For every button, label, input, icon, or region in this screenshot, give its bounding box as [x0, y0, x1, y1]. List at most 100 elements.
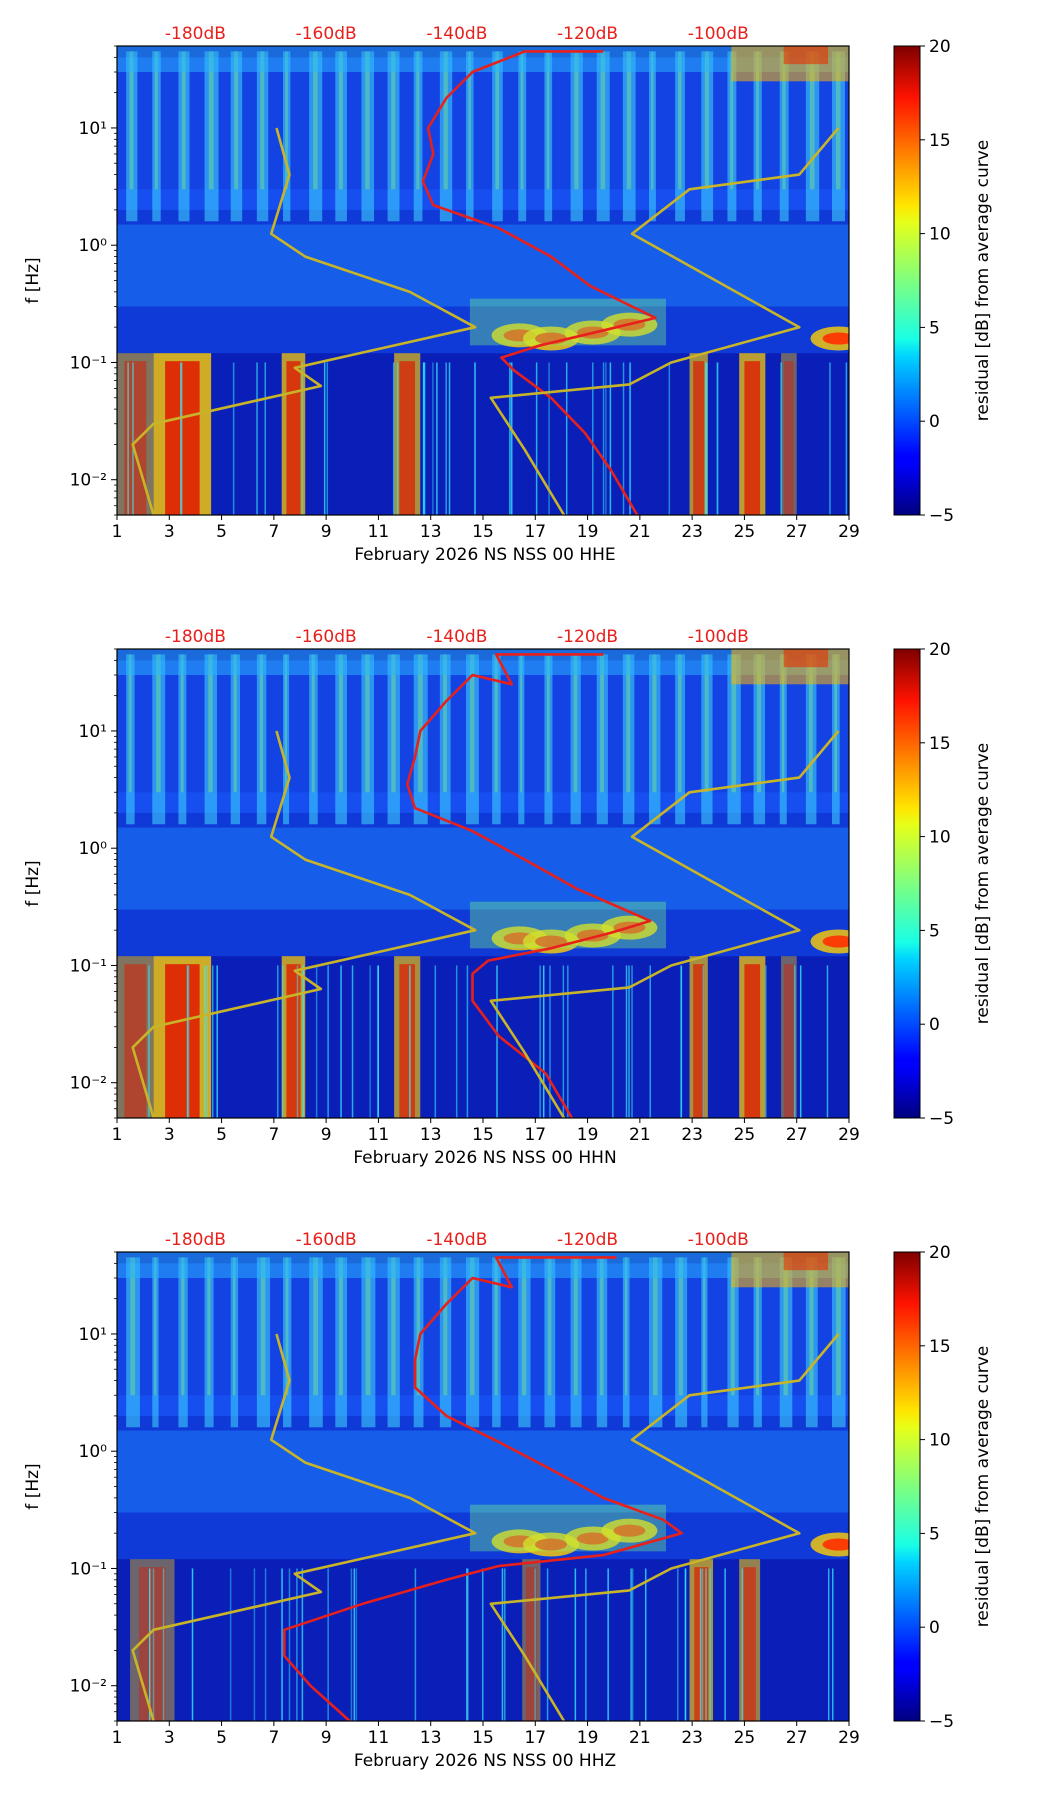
low-noise-model-curve — [489, 730, 840, 1118]
x-tick-label: 3 — [164, 1728, 175, 1748]
x-tick-label: 13 — [420, 1125, 442, 1145]
colorbar-tick-label: 0 — [929, 1618, 940, 1638]
x-axis-label: February 2026 NS NSS 00 HHZ — [354, 1751, 616, 1771]
y-tick-label: 10¹ — [79, 1325, 107, 1345]
y-tick-label: 10⁰ — [79, 236, 108, 256]
high-noise-model-curve — [131, 127, 477, 515]
x-tick-label: 29 — [838, 522, 860, 542]
x-tick-label: 23 — [681, 1125, 703, 1145]
top-db-label: -100dB — [688, 627, 749, 647]
x-tick-label: 15 — [472, 522, 494, 542]
heatmap — [117, 1252, 849, 1721]
x-axis-label: February 2026 NS NSS 00 HHE — [354, 545, 615, 565]
colorbar-gradient — [893, 1251, 921, 1722]
colorbar-tick-label: 20 — [929, 37, 951, 57]
average-curve — [421, 50, 657, 515]
colorbar-label: residual [dB] from average curve — [973, 140, 993, 421]
x-tick-label: 19 — [577, 1125, 599, 1145]
x-tick-label: 17 — [524, 1125, 546, 1145]
x-tick-label: 19 — [577, 1728, 599, 1748]
colorbar-tick-label: −5 — [929, 1712, 954, 1732]
y-tick-label: 10⁻¹ — [70, 353, 107, 373]
colorbar-tick-label: 10 — [929, 828, 951, 848]
x-tick-label: 7 — [268, 1125, 279, 1145]
colorbar-tick-label: 5 — [929, 318, 940, 338]
top-db-label: -180dB — [165, 24, 226, 44]
top-db-label: -160dB — [296, 627, 357, 647]
x-tick-label: 1 — [112, 1728, 123, 1748]
x-tick-label: 13 — [420, 522, 442, 542]
colorbar-tick-label: 5 — [929, 921, 940, 941]
colorbar-tick-label: 10 — [929, 1431, 951, 1451]
top-db-label: -160dB — [296, 1230, 357, 1250]
panel-hhe: 1 3 5 7 9 11 13 15 17 19 21 23 25 27 2910⁻²10⁻¹10⁰10¹-… — [23, 24, 993, 565]
low-noise-model-curve — [489, 1333, 840, 1721]
colorbar-tick-label: 0 — [929, 412, 940, 432]
top-db-label: -140dB — [426, 627, 487, 647]
y-axis-label: f [Hz] — [23, 257, 43, 303]
top-db-label: -120dB — [557, 24, 618, 44]
x-tick-label: 27 — [786, 1728, 808, 1748]
colorbar: −5 0 5 10 15 20 residual [dB] from average cur… — [893, 37, 993, 526]
x-tick-label: 23 — [681, 1728, 703, 1748]
colorbar-tick-label: −5 — [929, 1109, 954, 1129]
top-db-label: -120dB — [557, 627, 618, 647]
x-tick-label: 5 — [216, 522, 227, 542]
colorbar-gradient — [893, 45, 921, 516]
high-noise-model-curve — [131, 730, 477, 1118]
x-tick-label: 3 — [164, 522, 175, 542]
x-axis-label: February 2026 NS NSS 00 HHN — [353, 1148, 616, 1168]
average-curve — [283, 1256, 683, 1721]
heatmap — [117, 649, 849, 1118]
x-tick-label: 23 — [681, 522, 703, 542]
colorbar-tick-label: 20 — [929, 640, 951, 660]
panel-hhz: 1 3 5 7 9 11 13 15 17 19 21 23 25 27 2910⁻²10⁻¹10⁰10¹-… — [23, 1230, 993, 1771]
top-db-label: -180dB — [165, 1230, 226, 1250]
x-tick-label: 1 — [112, 1125, 123, 1145]
x-tick-label: 7 — [268, 522, 279, 542]
y-tick-label: 10⁻² — [70, 471, 107, 491]
y-tick-label: 10⁻² — [70, 1677, 107, 1697]
colorbar-tick-label: 10 — [929, 225, 951, 245]
y-tick-label: 10¹ — [79, 722, 107, 742]
colorbar-tick-label: 15 — [929, 131, 951, 151]
y-tick-label: 10⁻¹ — [70, 1559, 107, 1579]
y-axis-label: f [Hz] — [23, 860, 43, 906]
x-tick-label: 15 — [472, 1728, 494, 1748]
colorbar-tick-label: 20 — [929, 1243, 951, 1263]
colorbar: −5 0 5 10 15 20 residual [dB] from average cur… — [893, 640, 993, 1129]
x-tick-label: 1 — [112, 522, 123, 542]
colorbar-label: residual [dB] from average curve — [973, 1346, 993, 1627]
top-db-label: -180dB — [165, 627, 226, 647]
x-tick-label: 13 — [420, 1728, 442, 1748]
colorbar-label: residual [dB] from average curve — [973, 743, 993, 1024]
x-tick-label: 21 — [629, 522, 651, 542]
x-tick-label: 17 — [524, 522, 546, 542]
x-tick-label: 5 — [216, 1728, 227, 1748]
x-tick-label: 29 — [838, 1728, 860, 1748]
colorbar-gradient — [893, 648, 921, 1119]
x-tick-label: 27 — [786, 522, 808, 542]
colorbar-tick-label: 5 — [929, 1524, 940, 1544]
x-tick-label: 19 — [577, 522, 599, 542]
y-axis-label: f [Hz] — [23, 1463, 43, 1509]
x-tick-label: 27 — [786, 1125, 808, 1145]
x-tick-label: 21 — [629, 1125, 651, 1145]
low-noise-model-curve — [489, 127, 840, 515]
y-tick-label: 10⁰ — [79, 839, 108, 859]
average-curve — [405, 653, 652, 1118]
x-tick-label: 29 — [838, 1125, 860, 1145]
x-tick-label: 7 — [268, 1728, 279, 1748]
x-tick-label: 9 — [321, 1728, 332, 1748]
x-tick-label: 9 — [321, 522, 332, 542]
top-db-label: -140dB — [426, 24, 487, 44]
colorbar: −5 0 5 10 15 20 residual [dB] from average cur… — [893, 1243, 993, 1732]
x-tick-label: 11 — [368, 522, 390, 542]
high-noise-model-curve — [131, 1333, 477, 1721]
x-tick-label: 9 — [321, 1125, 332, 1145]
x-tick-label: 5 — [216, 1125, 227, 1145]
top-db-label: -100dB — [688, 24, 749, 44]
heatmap — [117, 46, 849, 515]
x-tick-label: 25 — [734, 1125, 756, 1145]
